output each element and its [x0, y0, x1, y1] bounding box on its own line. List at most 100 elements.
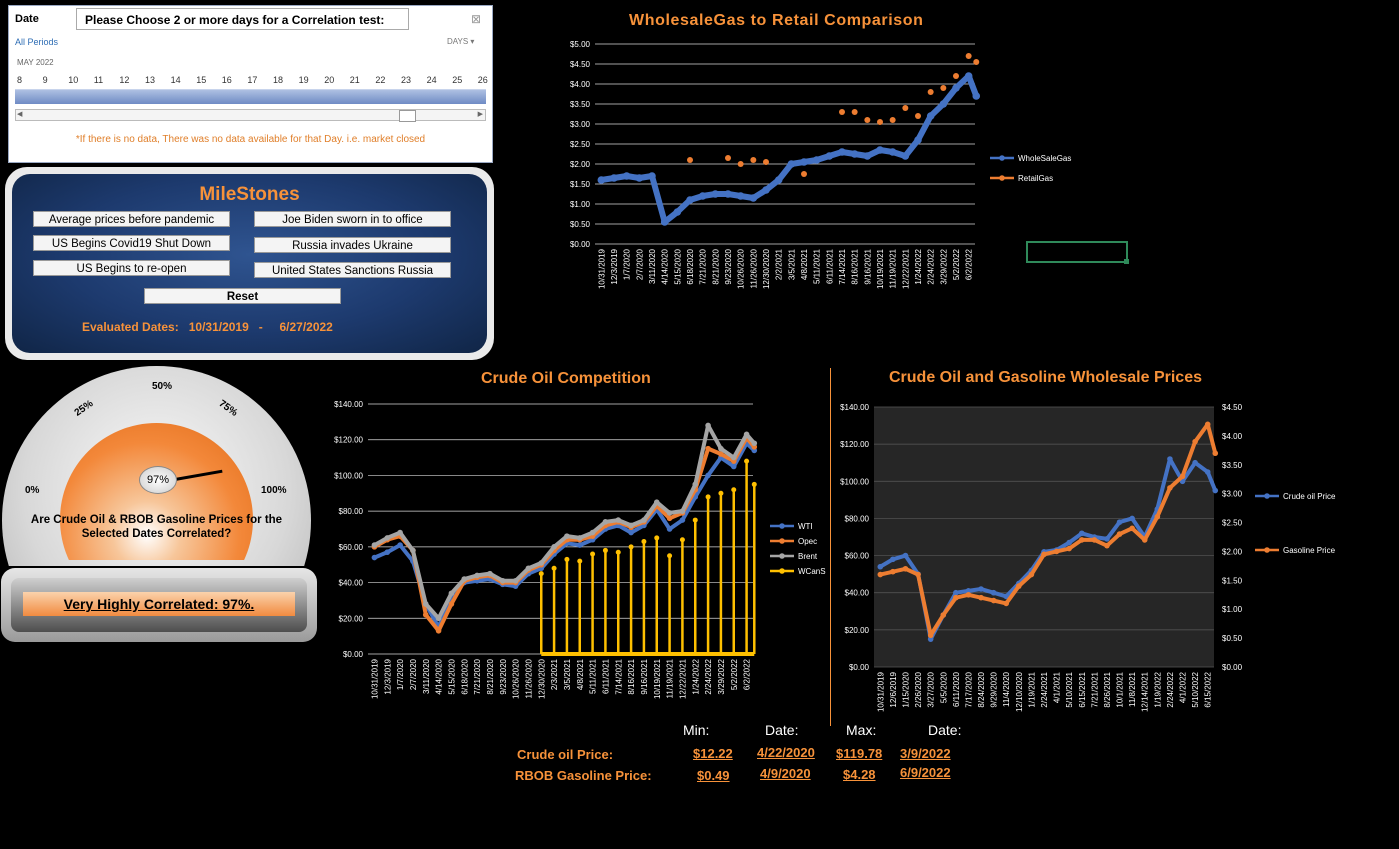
crude-oil-competition-chart[interactable]: $0.00 $20.00 $40.00 $60.00 $80.00 $100.00 $120… [320, 392, 760, 722]
x-tick-label: 8/24/2020 [977, 671, 986, 707]
milestone-button-russia-invades[interactable]: Russia invades Ukraine [254, 237, 451, 253]
x-tick-label: 11/19/2021 [666, 658, 675, 698]
milestone-button-covid-shutdown[interactable]: US Begins Covid19 Shut Down [33, 235, 230, 251]
slicer-day-21[interactable]: 21 [349, 75, 360, 85]
series-point [730, 463, 737, 470]
series-point [686, 196, 694, 204]
series-point [902, 552, 909, 559]
milestone-button-pre-pandemic[interactable]: Average prices before pandemic [33, 211, 230, 227]
fill-handle[interactable] [1124, 259, 1129, 264]
date-slicer[interactable]: Date Please Choose 2 or more days for a … [8, 5, 493, 163]
slicer-day-8[interactable]: 8 [17, 75, 23, 85]
x-tick-label: 4/1/2021 [1053, 671, 1062, 703]
x-tick-label: 2/7/2020 [409, 658, 418, 690]
series-point [1212, 487, 1219, 494]
series-point [939, 100, 948, 108]
series-point [902, 105, 909, 111]
wholesale-retail-chart[interactable]: $0.00 $0.50 $1.00 $1.50 $2.00 $2.50 $3.00 $3.50… [555, 30, 985, 310]
scroll-left-icon[interactable]: ◀ [17, 111, 23, 118]
x-tick-label: 8/26/2021 [1103, 671, 1112, 707]
y2-tick-label: $4.50 [1222, 403, 1243, 412]
slicer-day-20[interactable]: 20 [324, 75, 335, 85]
selected-cell[interactable] [1026, 241, 1129, 264]
slicer-day-25[interactable]: 25 [452, 75, 463, 85]
slicer-day-14[interactable]: 14 [170, 75, 181, 85]
milestones-inner: MileStones Average prices before pandemi… [12, 174, 487, 353]
x-tick-label: 12/14/2021 [1141, 671, 1150, 712]
x-tick-label: 1/24/2022 [914, 248, 923, 284]
y-tick-label: $80.00 [339, 507, 364, 516]
series-point [641, 539, 647, 544]
x-tick-label: 1/24/2022 [691, 658, 700, 694]
x-tick-label: 11/19/2021 [889, 248, 898, 288]
series-point [889, 117, 896, 123]
slicer-day-12[interactable]: 12 [119, 75, 130, 85]
series-point [666, 510, 673, 516]
x-tick-label: 6/11/2020 [952, 671, 961, 707]
slicer-day-24[interactable]: 24 [426, 75, 437, 85]
series-point [774, 176, 783, 184]
slicer-day-9[interactable]: 9 [42, 75, 48, 85]
series-line [373, 423, 756, 621]
series-point [915, 571, 921, 578]
evaluated-dash: - [258, 320, 263, 334]
rbob-max-date: 6/9/2022 [900, 765, 951, 780]
clear-filter-icon[interactable]: ⊠ [471, 12, 482, 26]
slicer-day-17[interactable]: 17 [247, 75, 258, 85]
all-periods-link[interactable]: All Periods [15, 37, 59, 47]
slicer-day-23[interactable]: 23 [401, 75, 412, 85]
header-min-date: Date: [765, 722, 799, 738]
time-level-dropdown[interactable]: DAYS ▾ [447, 37, 475, 46]
reset-button[interactable]: Reset [144, 288, 341, 304]
x-tick-label: 12/3/2019 [383, 658, 392, 694]
rbob-min: $0.49 [697, 768, 730, 783]
series-point [902, 565, 909, 572]
chart1-legend: WholeSaleGas RetailGas [990, 154, 1071, 183]
x-tick-label: 5/10/2022 [1191, 671, 1200, 707]
series-point [1212, 450, 1219, 457]
series-point [705, 494, 711, 500]
series-point [914, 136, 922, 144]
x-tick-label: 5/2/2022 [730, 658, 739, 690]
series-point [461, 576, 468, 582]
scroll-right-icon[interactable]: ▶ [477, 111, 483, 118]
slicer-day-19[interactable]: 19 [298, 75, 309, 85]
slicer-timeline-bar[interactable] [15, 89, 486, 104]
slicer-day-15[interactable]: 15 [196, 75, 207, 85]
series-point [628, 522, 634, 529]
series-point [940, 612, 947, 618]
slicer-day-16[interactable]: 16 [221, 75, 232, 85]
scroll-thumb[interactable] [399, 110, 416, 122]
time-level-label: DAYS [447, 37, 469, 46]
slicer-day-13[interactable]: 13 [145, 75, 156, 85]
series-point [927, 89, 934, 95]
milestone-button-biden[interactable]: Joe Biden sworn in to office [254, 211, 451, 227]
evaluated-start-date: 10/31/2019 [188, 320, 249, 334]
legend-label: Opec [798, 537, 817, 546]
slicer-day-26[interactable]: 26 [477, 75, 488, 85]
series-point [1167, 485, 1173, 491]
milestone-button-sanctions[interactable]: United States Sanctions Russia [254, 262, 451, 278]
x-tick-label: 10/26/2020 [737, 248, 746, 289]
x-tick-label: 2/26/2020 [914, 671, 923, 707]
series-point [371, 542, 378, 548]
y-tick-label: $1.50 [570, 180, 591, 189]
series-point [973, 59, 980, 65]
series-point [964, 72, 973, 80]
slicer-day-18[interactable]: 18 [273, 75, 284, 85]
series-point [1179, 473, 1186, 480]
slicer-day-11[interactable]: 11 [93, 75, 104, 85]
x-tick-label: 9/16/2021 [640, 658, 649, 694]
series-point [1204, 421, 1211, 428]
crude-gasoline-wholesale-chart[interactable]: $0.00 $20.00 $40.00 $60.00 $80.00 $100.00 $120… [832, 395, 1252, 725]
x-tick-label: 3/27/2020 [927, 671, 936, 707]
slicer-day-10[interactable]: 10 [68, 75, 79, 85]
series-point [751, 481, 757, 487]
slicer-scrollbar[interactable]: ◀ ▶ [15, 109, 486, 122]
chart1-title: WholesaleGas to Retail Comparison [629, 12, 924, 29]
slicer-day-22[interactable]: 22 [375, 75, 386, 85]
milestone-button-reopen[interactable]: US Begins to re-open [33, 260, 230, 276]
y-tick-label: $0.50 [570, 220, 591, 229]
series-point [1078, 537, 1085, 543]
y-tick-label: $3.50 [570, 100, 591, 109]
